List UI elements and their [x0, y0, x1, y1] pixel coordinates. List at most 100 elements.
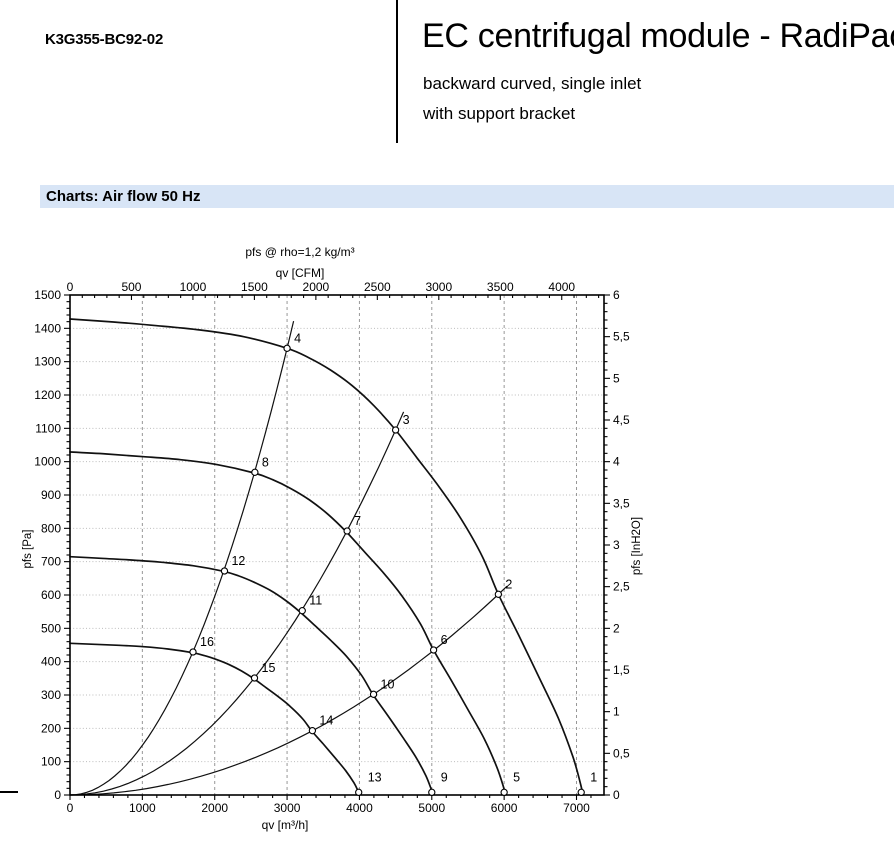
svg-text:500: 500 [121, 280, 141, 294]
left-axis-label: pfs [Pa] [22, 530, 34, 569]
svg-text:3500: 3500 [487, 280, 514, 294]
svg-text:4000: 4000 [548, 280, 575, 294]
svg-text:4000: 4000 [346, 801, 373, 815]
header-divider [396, 0, 398, 143]
svg-text:6000: 6000 [491, 801, 518, 815]
operating-point-marker-4 [283, 344, 291, 352]
svg-text:800: 800 [41, 521, 61, 535]
svg-text:1000: 1000 [129, 801, 156, 815]
svg-text:0,5: 0,5 [613, 746, 630, 760]
operating-point-label-10: 10 [381, 677, 395, 691]
operating-point-marker-6 [429, 646, 438, 654]
svg-text:7000: 7000 [563, 801, 590, 815]
system-resistance-lines [69, 320, 508, 796]
svg-text:3: 3 [613, 538, 620, 552]
operating-point-label-15: 15 [262, 661, 276, 675]
svg-text:1300: 1300 [34, 355, 61, 369]
gridlines [70, 295, 604, 795]
svg-text:1500: 1500 [241, 280, 268, 294]
svg-text:1000: 1000 [34, 455, 61, 469]
svg-text:5000: 5000 [418, 801, 445, 815]
bottom-axis-label: qv [m³/h] [262, 818, 309, 832]
operating-point-marker-15 [250, 674, 259, 682]
operating-point-marker-10 [369, 690, 378, 698]
svg-text:2,5: 2,5 [613, 580, 630, 594]
svg-text:600: 600 [41, 588, 61, 602]
operating-point-marker-2 [494, 590, 503, 598]
operating-point-label-2: 2 [505, 577, 512, 591]
operating-point-label-11: 11 [309, 594, 322, 608]
svg-text:0: 0 [67, 280, 74, 294]
right-axis-label: pfs [InH2O] [631, 517, 643, 575]
svg-text:3000: 3000 [274, 801, 301, 815]
speed-curve-3 [69, 555, 434, 796]
page-title: EC centrifugal module - RadiPac [422, 17, 894, 55]
page-subtitle-2: with support bracket [423, 104, 576, 123]
operating-point-label-6: 6 [441, 633, 448, 647]
operating-point-label-1: 1 [590, 770, 597, 784]
svg-text:500: 500 [41, 621, 61, 635]
top-axis-label: qv [CFM] [276, 266, 325, 280]
fan-speed-curves [69, 318, 584, 796]
svg-text:6: 6 [613, 288, 620, 302]
airflow-chart-container: 0 1000 2000 3000 4000 5000 6000 7000 0 500 1000 150… [0, 240, 690, 840]
page-edge-mark [0, 791, 18, 793]
svg-text:5: 5 [613, 371, 620, 385]
svg-text:1100: 1100 [35, 421, 61, 435]
svg-text:400: 400 [41, 655, 61, 669]
svg-text:3,5: 3,5 [613, 496, 630, 510]
svg-text:0: 0 [54, 788, 61, 802]
speed-curve-1 [69, 318, 584, 796]
operating-point-label-8: 8 [262, 455, 269, 469]
section-header-charts: Charts: Air flow 50 Hz [40, 185, 894, 208]
svg-text:1200: 1200 [34, 388, 61, 402]
axis-ticks [64, 294, 610, 800]
operating-point-label-9: 9 [441, 770, 448, 784]
operating-point-marker-12 [220, 567, 229, 575]
svg-text:5,5: 5,5 [613, 330, 630, 344]
svg-text:2: 2 [613, 621, 620, 635]
operating-point-marker-16 [189, 648, 197, 656]
svg-text:1500: 1500 [34, 288, 61, 302]
page-subtitle-1: backward curved, single inlet [423, 74, 642, 93]
operating-point-marker-8 [251, 468, 259, 476]
svg-text:200: 200 [41, 721, 61, 735]
svg-text:2000: 2000 [201, 801, 228, 815]
axis-titles: pfs @ rho=1,2 kg/m³ qv [CFM] qv [m³/h] pfs … [22, 245, 643, 832]
svg-text:2500: 2500 [364, 280, 391, 294]
operating-point-label-4: 4 [294, 331, 301, 345]
svg-text:2000: 2000 [303, 280, 330, 294]
operating-point-label-16: 16 [200, 635, 214, 649]
product-model: K3G355-BC92-02 [45, 31, 164, 48]
svg-text:100: 100 [41, 755, 61, 769]
svg-text:1000: 1000 [180, 280, 207, 294]
operating-point-label-14: 14 [319, 714, 333, 728]
operating-point-marker-11 [298, 607, 306, 615]
svg-text:700: 700 [41, 555, 61, 569]
operating-point-marker-3 [391, 426, 400, 434]
operating-point-marker-1 [577, 788, 585, 796]
svg-text:1: 1 [613, 705, 620, 719]
operating-point-label-3: 3 [403, 413, 410, 427]
system-line-through-2-6-10-14 [69, 585, 508, 796]
svg-text:900: 900 [41, 488, 61, 502]
operating-point-marker-5 [500, 788, 508, 796]
svg-text:4,5: 4,5 [613, 413, 630, 427]
chart-title: pfs @ rho=1,2 kg/m³ [245, 245, 354, 259]
plot-border [69, 294, 605, 796]
svg-text:1400: 1400 [34, 321, 61, 335]
system-line-through-4-8-12-16 [69, 320, 295, 796]
speed-curve-2 [69, 451, 507, 796]
operating-point-marker-9 [428, 788, 436, 796]
section-header-label: Charts: Air flow 50 Hz [46, 188, 201, 205]
operating-point-label-5: 5 [513, 770, 520, 784]
operating-point-marker-14 [308, 727, 317, 735]
svg-text:4: 4 [613, 455, 620, 469]
operating-point-marker-13 [355, 788, 363, 796]
operating-point-label-12: 12 [231, 554, 245, 568]
svg-text:0: 0 [67, 801, 74, 815]
operating-point-label-13: 13 [368, 770, 382, 784]
operating-points: 4 3 2 1 8 7 6 5 12 11 10 9 16 15 14 13 [189, 331, 597, 796]
